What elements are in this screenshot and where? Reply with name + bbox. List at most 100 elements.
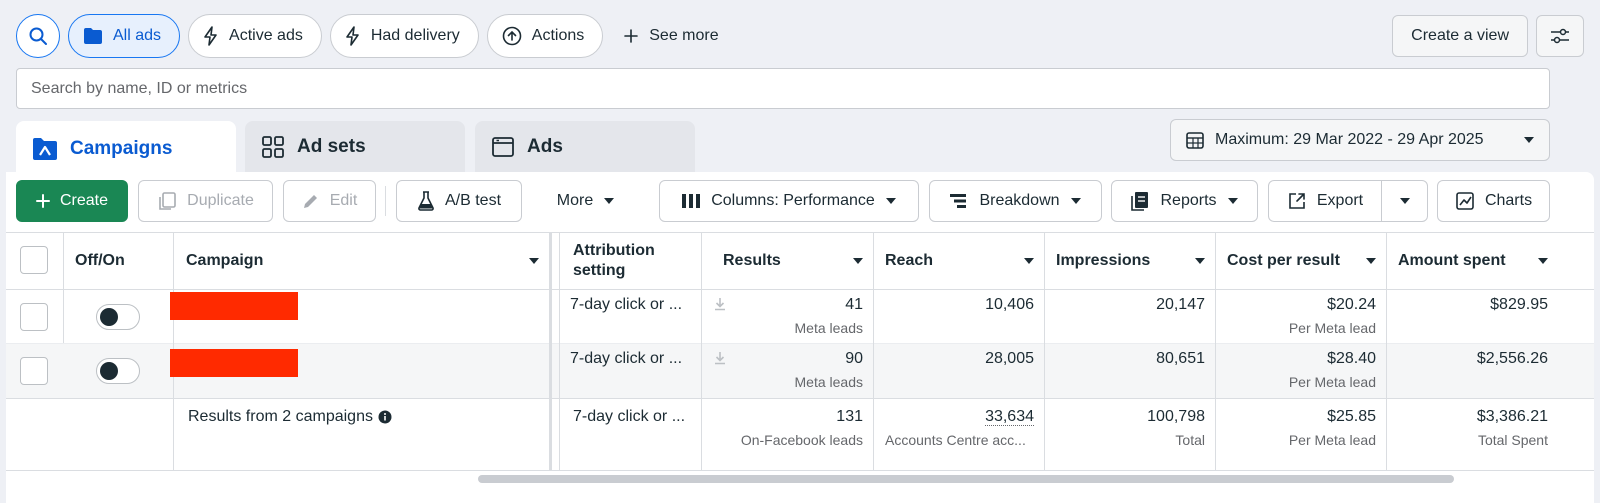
- cost-per-result-type: Per Meta lead: [1288, 374, 1376, 390]
- duplicate-label: Duplicate: [187, 192, 254, 209]
- caret-down-icon: [885, 198, 896, 204]
- all-ads-filter[interactable]: All ads: [68, 14, 181, 58]
- summary-impressions-type: Total: [1175, 432, 1205, 448]
- col-header-campaign-label: Campaign: [186, 252, 264, 269]
- search-button[interactable]: [16, 14, 60, 58]
- export-menu-button[interactable]: [1381, 180, 1428, 222]
- col-header-offon[interactable]: Off/On: [75, 232, 173, 290]
- reach-cell: 28,005: [985, 350, 1034, 367]
- reports-button[interactable]: Reports: [1111, 180, 1258, 222]
- sort-caret-icon: [1366, 258, 1376, 264]
- cost-per-result-cell: $20.24: [1327, 296, 1376, 313]
- search-icon: [29, 27, 47, 45]
- columns-icon: [682, 194, 701, 208]
- breakdown-label: Breakdown: [979, 192, 1060, 209]
- column-divider: [559, 232, 560, 470]
- column-divider: [873, 232, 874, 470]
- column-divider: [63, 232, 64, 343]
- create-view-label: Create a view: [1411, 27, 1509, 44]
- export-button[interactable]: Export: [1268, 180, 1382, 222]
- plus-icon: [35, 194, 50, 208]
- duplicate-icon: [159, 192, 176, 210]
- ab-test-button[interactable]: A/B test: [396, 180, 522, 222]
- summary-results: 131: [836, 408, 863, 425]
- col-header-cost-per-result[interactable]: Cost per result: [1227, 232, 1386, 290]
- tab-ad-sets[interactable]: Ad sets: [245, 121, 465, 173]
- col-header-reach[interactable]: Reach: [885, 232, 1044, 290]
- caret-down-icon: [1524, 137, 1534, 143]
- duplicate-button[interactable]: Duplicate: [138, 180, 273, 222]
- summary-reach-value: 33,634: [985, 408, 1034, 426]
- tab-ad-sets-label: Ad sets: [297, 136, 366, 157]
- info-icon[interactable]: [378, 410, 392, 424]
- caret-down-icon: [604, 198, 615, 204]
- more-label: More: [556, 192, 594, 209]
- campaigns-table: Off/On Campaign Attribution setting Resu…: [6, 232, 1594, 472]
- ab-test-label: A/B test: [444, 192, 502, 209]
- lightning-icon: [346, 26, 359, 46]
- sliders-icon: [1551, 28, 1569, 44]
- breakdown-button[interactable]: Breakdown: [929, 180, 1102, 222]
- col-header-attribution[interactable]: Attribution setting: [573, 232, 701, 290]
- date-range-picker[interactable]: Maximum: 29 Mar 2022 - 29 Apr 2025: [1170, 119, 1550, 161]
- cost-per-result-type: Per Meta lead: [1288, 320, 1376, 336]
- row-divider: [6, 343, 1594, 344]
- flask-icon: [418, 191, 434, 211]
- column-divider: [701, 232, 702, 470]
- sort-caret-icon: [1195, 258, 1205, 264]
- create-button[interactable]: Create: [16, 180, 128, 222]
- summary-amount-spent: $3,386.21: [1476, 408, 1548, 425]
- sort-caret-icon: [1538, 258, 1548, 264]
- sort-caret-icon: [853, 258, 863, 264]
- summary-reach: 33,634: [885, 408, 1034, 426]
- plus-icon: [624, 29, 639, 43]
- download-icon: [715, 298, 725, 311]
- actions-filter[interactable]: Actions: [486, 14, 604, 58]
- edit-button[interactable]: Edit: [283, 180, 376, 222]
- caret-down-icon: [1399, 198, 1410, 204]
- summary-label-text: Results from 2 campaigns: [188, 408, 373, 425]
- horizontal-scrollbar[interactable]: [478, 475, 1454, 483]
- tab-ads[interactable]: Ads: [475, 121, 695, 173]
- col-header-impressions[interactable]: Impressions: [1056, 232, 1215, 290]
- export-icon: [1289, 193, 1305, 209]
- impressions-cell: 20,147: [1156, 296, 1205, 313]
- cost-per-result-cell: $28.40: [1327, 350, 1376, 367]
- caret-down-icon: [1227, 198, 1238, 204]
- download-icon: [715, 352, 725, 365]
- sort-caret-icon: [1024, 258, 1034, 264]
- more-button[interactable]: More: [536, 180, 636, 222]
- active-ads-filter[interactable]: Active ads: [188, 14, 322, 58]
- column-divider: [1044, 232, 1045, 470]
- results-cell: 41: [845, 296, 863, 313]
- see-more-button[interactable]: See more: [611, 14, 730, 58]
- tab-campaigns[interactable]: Campaigns: [16, 121, 236, 177]
- row-checkbox[interactable]: [20, 303, 48, 331]
- calendar-icon: [1186, 132, 1204, 149]
- summary-cost-per-result: $25.85: [1327, 408, 1376, 425]
- col-header-offon-label: Off/On: [75, 252, 125, 269]
- col-header-results[interactable]: Results: [723, 232, 873, 290]
- campaign-toggle[interactable]: [96, 304, 140, 330]
- create-view-button[interactable]: Create a view: [1392, 15, 1528, 57]
- column-divider: [1215, 232, 1216, 470]
- select-all-checkbox[interactable]: [20, 246, 48, 274]
- charts-button[interactable]: Charts: [1437, 180, 1550, 222]
- results-type: Meta leads: [794, 374, 863, 390]
- col-header-amount-spent[interactable]: Amount spent: [1398, 232, 1558, 290]
- col-header-cost-per-result-label: Cost per result: [1227, 252, 1340, 269]
- had-delivery-filter[interactable]: Had delivery: [329, 14, 479, 58]
- col-header-campaign[interactable]: Campaign: [186, 232, 549, 290]
- summary-label: Results from 2 campaigns: [188, 408, 392, 426]
- search-input[interactable]: [17, 69, 1549, 108]
- row-divider: [6, 398, 1594, 399]
- settings-button[interactable]: [1536, 15, 1584, 57]
- campaign-folder-icon: [33, 138, 57, 160]
- charts-label: Charts: [1484, 192, 1533, 209]
- summary-impressions: 100,798: [1147, 408, 1205, 425]
- row-checkbox[interactable]: [20, 357, 48, 385]
- ad-window-icon: [492, 137, 514, 157]
- campaign-toggle[interactable]: [96, 358, 140, 384]
- columns-label: Columns: Performance: [711, 192, 875, 209]
- columns-button[interactable]: Columns: Performance: [659, 180, 919, 222]
